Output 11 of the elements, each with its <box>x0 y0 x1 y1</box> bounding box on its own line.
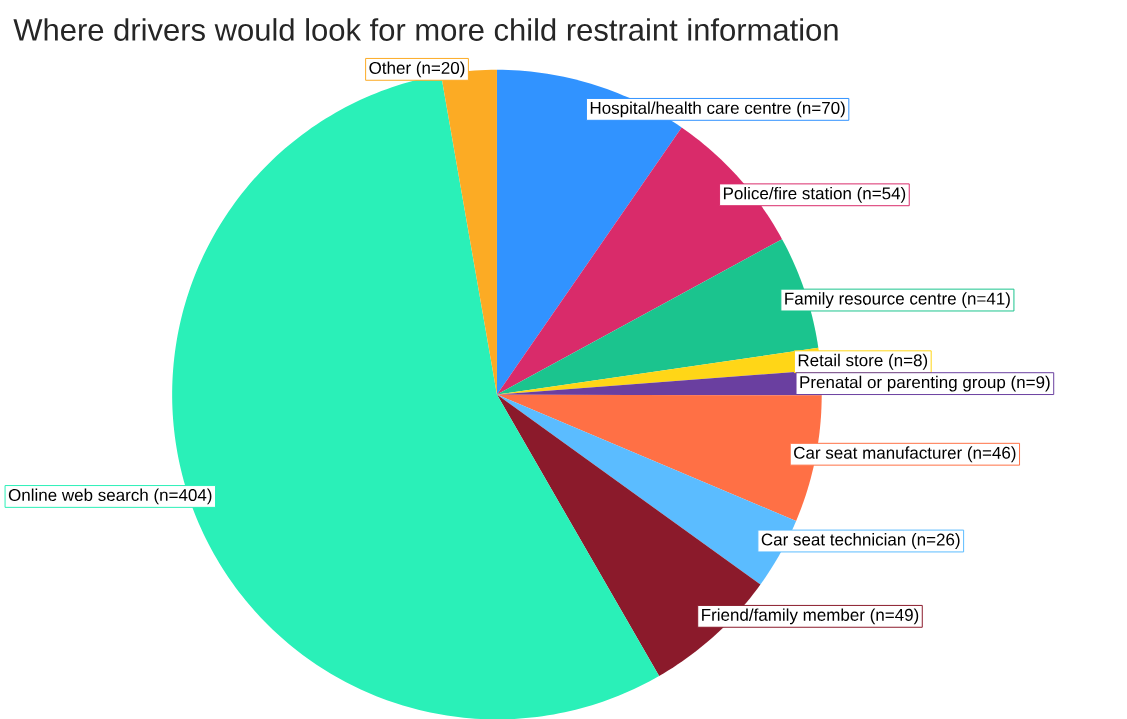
slice-label: Car seat manufacturer (n=46) <box>794 446 1016 462</box>
chart-title: Where drivers would look for more child restraint information <box>13 17 838 41</box>
slice-label: Car seat technician (n=26) <box>761 532 960 549</box>
slice-label: Hospital/health care centre (n=70) <box>590 101 845 118</box>
slice-label: Family resource centre (n=41) <box>785 291 1010 308</box>
slice-label: Other (n=20) <box>369 61 465 78</box>
slice-label: Online web search (n=404) <box>8 488 212 505</box>
slice-label: Friend/family member (n=49) <box>702 608 919 625</box>
slice-label: Prenatal or parenting group (n=9) <box>800 375 1050 392</box>
slice-label: Police/fire station (n=54) <box>723 186 906 203</box>
slice-label: Retail store (n=8) <box>798 353 928 370</box>
